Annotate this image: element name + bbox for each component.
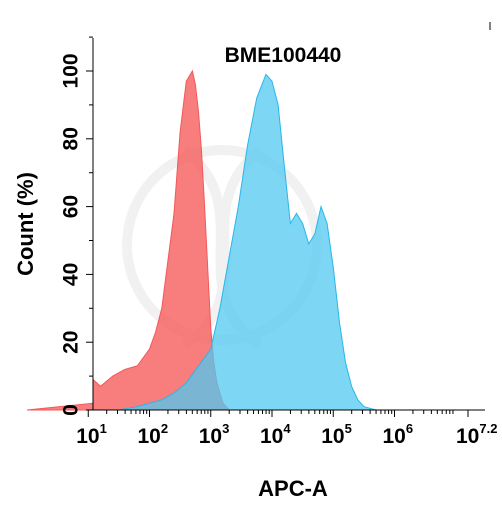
- x-tick-label: 104: [260, 421, 291, 448]
- x-tick-label: 102: [138, 421, 169, 448]
- x-tick-label: 101: [76, 421, 107, 448]
- series-area-1: [118, 73, 383, 411]
- x-axis: 101 102 103 104 105 106 107.2: [76, 410, 497, 448]
- x-tick-label: 105: [321, 421, 352, 448]
- y-tick-label: 60: [60, 195, 83, 218]
- y-tick-label: 80: [60, 127, 83, 150]
- plot-frame: [92, 38, 485, 411]
- y-axis-label: Count (%): [13, 172, 38, 276]
- series-layer: [26, 69, 383, 411]
- y-tick-label: 40: [60, 263, 83, 286]
- x-tick-label: 106: [383, 421, 414, 448]
- chart-title: BME100440: [225, 44, 342, 67]
- x-tick-label: 107.2: [456, 421, 497, 448]
- y-axis: 0 20 40 60 80 100: [60, 36, 93, 416]
- x-axis-label: APC-A: [258, 476, 328, 501]
- y-tick-label: 20: [60, 331, 83, 354]
- x-tick-label: 103: [199, 421, 230, 448]
- y-tick-label: 100: [60, 53, 83, 88]
- y-tick-label: 0: [60, 404, 83, 416]
